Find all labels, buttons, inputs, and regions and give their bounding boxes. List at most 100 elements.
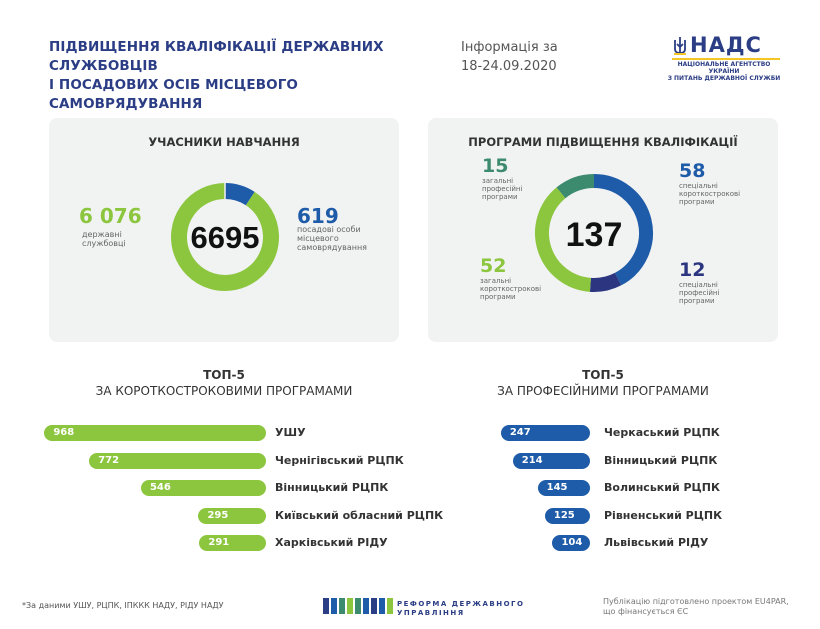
page-title: ПІДВИЩЕННЯ КВАЛІФІКАЦІЇ ДЕРЖАВНИХ СЛУЖБО…: [49, 38, 449, 114]
special-prof-label-line-2: професійні: [679, 289, 720, 297]
prof-program-bar-value: 125: [553, 509, 575, 521]
general-prof-label-line-1: загальні: [482, 177, 514, 185]
participants-card: УЧАСНИКИ НАВЧАННЯ 6695 6 076 державні сл…: [49, 118, 399, 342]
civil-servants-label-line-1: державні: [82, 230, 122, 239]
prof-program-bar-label: Вінницький РЦПК: [604, 453, 718, 467]
special-prof-slice: [589, 272, 622, 292]
short-program-bar-value: 291: [208, 537, 230, 548]
programs-title: ПРОГРАМИ ПІДВИЩЕННЯ КВАЛІФІКАЦІЇ: [468, 135, 738, 149]
short-program-bar-value: 772: [98, 454, 120, 466]
programs-total: 137: [566, 216, 623, 254]
general-prof-label-line-3: програми: [482, 193, 518, 201]
short-program-bar: 968: [44, 425, 266, 441]
civil-servants-value: 6 076: [79, 204, 142, 228]
prof-program-bar: 247: [500, 425, 590, 441]
top-short-title-line-2: ЗА КОРОТКОСТРОКОВИМИ ПРОГРАМАМИ: [95, 384, 353, 398]
short-program-bar: 546: [140, 480, 266, 496]
top-prof-title-line-1: ТОП-5: [582, 368, 624, 382]
reform-logo-bars: [323, 598, 393, 618]
prof-program-bar: 104: [552, 535, 590, 551]
general-short-label-line-1: загальні: [480, 277, 512, 285]
title-line-2: І ПОСАДОВИХ ОСІБ МІСЦЕВОГО САМОВРЯДУВАНН…: [49, 77, 299, 112]
participants-total: 6695: [191, 220, 260, 255]
short-program-bar-value: 295: [207, 509, 229, 521]
special-prof-label-line-1: спеціальні: [679, 281, 718, 289]
civil-servants-label-line-2: службовці: [82, 239, 126, 248]
local-officials-label-line-3: самоврядування: [297, 243, 367, 252]
eu-funding-note: Публікацію підготовлено проектом EU4PAR,…: [603, 597, 789, 617]
short-program-bar-value: 546: [149, 482, 171, 493]
short-program-bar-label: Вінницький РЦПК: [275, 481, 389, 494]
reform-text-line-1: РЕФОРМА ДЕРЖАВНОГО: [397, 600, 525, 608]
special-prof-label-line-3: програми: [679, 297, 715, 305]
civil-servants-label: державні службовці: [82, 230, 126, 248]
general-short-value: 52: [480, 255, 507, 277]
local-officials-value: 619: [297, 204, 339, 228]
info-label: Інформація за: [461, 40, 558, 55]
trident-icon: [674, 37, 686, 55]
logo-sub-line-2: З ПИТАНЬ ДЕРЖАВНОЇ СЛУЖБИ: [667, 75, 781, 82]
top-prof-title-line-2: ЗА ПРОФЕСІЙНИМИ ПРОГРАМАМИ: [497, 384, 709, 398]
special-short-label: спеціальні короткострокові програми: [679, 182, 740, 206]
footer-note: *За даними УШУ, РЦПК, ІПККК НАДУ, РІДУ Н…: [22, 601, 224, 610]
top-short-bar-chart: 968 УШУ 772 Чернігівський РЦПК 546 Вінницький…: [44, 425, 443, 551]
local-officials-label-line-2: місцевого: [297, 234, 339, 243]
programs-card: ПРОГРАМИ ПІДВИЩЕННЯ КВАЛІФІКАЦІЇ 137 15 …: [428, 118, 778, 342]
reform-text: РЕФОРМА ДЕРЖАВНОГО УПРАВЛІННЯ: [397, 600, 524, 618]
reform-logo-icon: [323, 598, 393, 614]
participants-donut: 6695: [171, 183, 279, 291]
prof-program-bar-value: 145: [546, 482, 568, 493]
top-prof-title: ТОП-5 ЗА ПРОФЕСІЙНИМИ ПРОГРАМАМИ: [428, 367, 778, 399]
logo-sub-line-1: НАЦІОНАЛЬНЕ АГЕНТСТВО УКРАЇНИ: [677, 61, 771, 75]
general-prof-label-line-2: професійні: [482, 185, 523, 193]
eu-funding-line-2: що фінансується ЄС: [603, 607, 689, 616]
eu-funding-line-1: Публікацію підготовлено проектом EU4PAR,: [603, 597, 789, 606]
short-program-bar-label: Чернігівський РЦПК: [275, 453, 404, 467]
logo-subtitle: НАЦІОНАЛЬНЕ АГЕНТСТВО УКРАЇНИ З ПИТАНЬ Д…: [664, 61, 784, 82]
prof-program-bar: 125: [544, 507, 590, 524]
local-officials-label: посадові особи місцевого самоврядування: [297, 225, 367, 252]
general-prof-value: 15: [482, 155, 509, 177]
reform-text-line-2: УПРАВЛІННЯ: [397, 609, 465, 617]
short-program-bar-value: 968: [53, 427, 75, 438]
info-dates: 18-24.09.2020: [461, 59, 557, 74]
short-program-bar: 291: [199, 535, 266, 551]
civil-servants-slice: [171, 183, 279, 291]
logo-divider: [672, 58, 780, 60]
short-program-bar-label: УШУ: [275, 426, 306, 439]
prof-program-bar-label: Львівський РІДУ: [604, 536, 709, 549]
logo-abbreviation: НАДС: [690, 33, 762, 57]
local-officials-slice: [224, 183, 255, 206]
local-officials-label-line-1: посадові особи: [297, 225, 361, 234]
title-line-1: ПІДВИЩЕННЯ КВАЛІФІКАЦІЇ ДЕРЖАВНИХ СЛУЖБО…: [49, 39, 384, 74]
prof-program-bar-label: Черкаський РЦПК: [604, 426, 720, 439]
general-short-slice: [535, 187, 592, 292]
special-prof-label: спеціальні професійні програми: [679, 281, 719, 305]
participants-title: УЧАСНИКИ НАВЧАННЯ: [148, 135, 300, 149]
prof-program-bar-value: 247: [509, 427, 531, 438]
prof-program-bar-value: 104: [561, 537, 583, 548]
special-short-value: 58: [679, 160, 706, 182]
short-program-bar: 295: [198, 507, 266, 524]
top-short-title-line-1: ТОП-5: [203, 368, 245, 382]
special-short-label-line-2: короткострокові: [679, 190, 741, 198]
prof-program-bar-label: Рівненський РЦПК: [604, 508, 723, 522]
special-short-slice: [593, 174, 653, 286]
general-prof-slice: [556, 174, 595, 199]
general-short-label: загальні короткострокові програми: [480, 277, 541, 301]
short-program-bar-label: Київський обласний РЦПК: [275, 508, 444, 522]
special-prof-value: 12: [679, 259, 706, 281]
prof-program-bar: 145: [537, 480, 590, 496]
general-prof-label: загальні професійні програми: [482, 177, 522, 201]
prof-program-bar-label: Волинський РЦПК: [604, 481, 720, 494]
programs-donut: 137: [535, 174, 653, 292]
special-short-label-line-3: програми: [679, 198, 715, 206]
info-period: Інформація за 18-24.09.2020: [461, 38, 558, 76]
short-program-bar-label: Харківський РІДУ: [275, 536, 388, 549]
prof-program-bar: 214: [512, 452, 590, 469]
prof-program-bar-value: 214: [521, 454, 543, 466]
general-short-label-line-2: короткострокові: [480, 285, 542, 293]
special-short-label-line-1: спеціальні: [679, 182, 718, 190]
general-short-label-line-3: програми: [480, 293, 516, 301]
short-program-bar: 772: [89, 452, 266, 469]
